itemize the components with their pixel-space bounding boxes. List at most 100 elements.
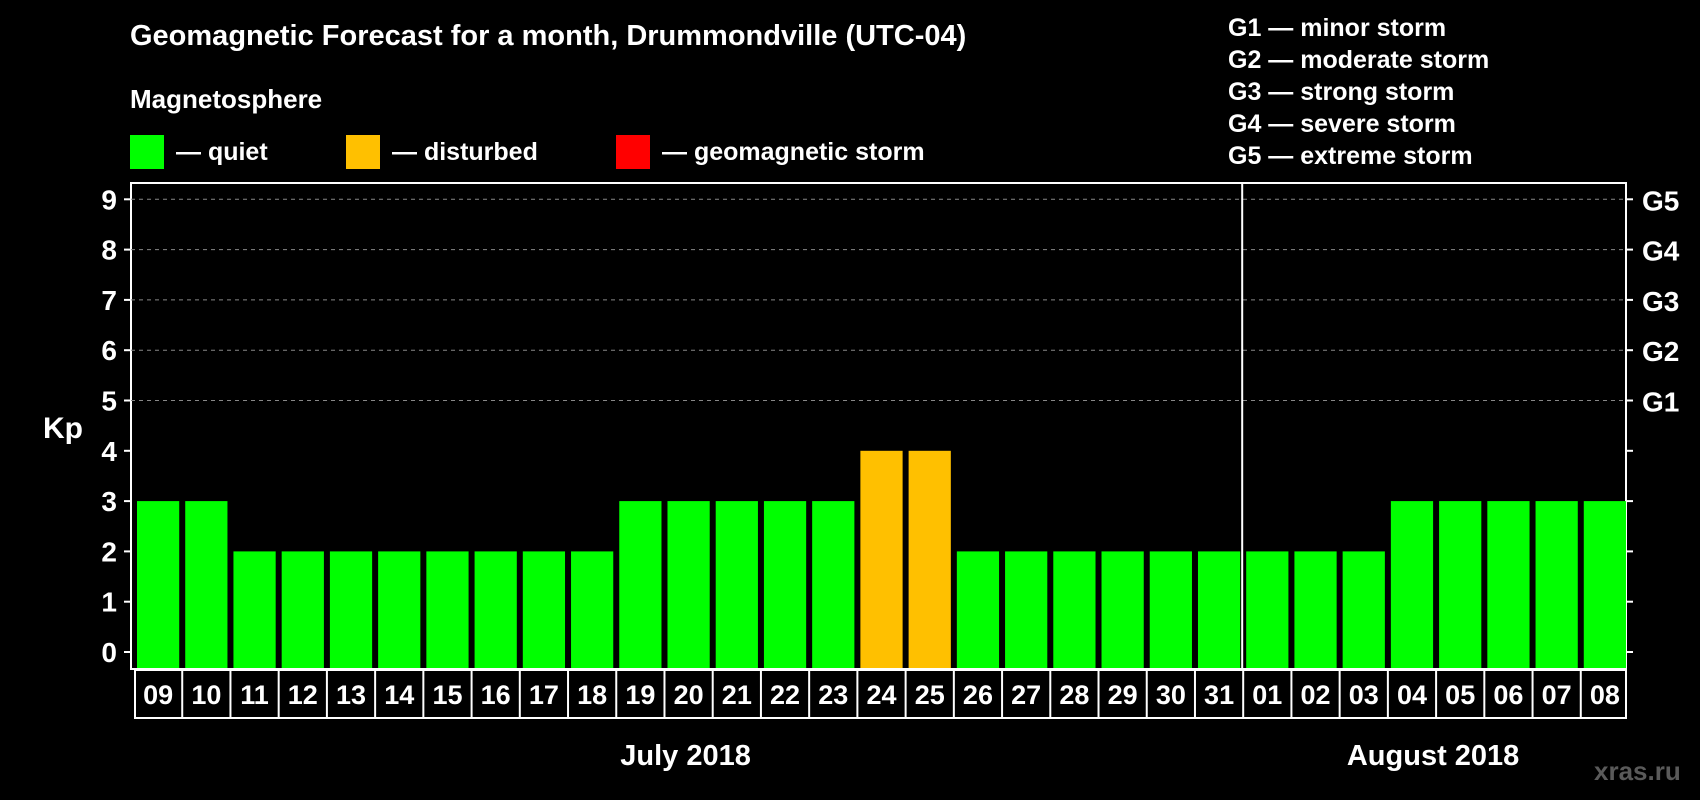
x-tick-label: 15	[432, 680, 462, 710]
x-tick-label: 05	[1445, 680, 1475, 710]
x-tick-label: 23	[818, 680, 848, 710]
legend-swatch-storm	[616, 135, 650, 169]
x-tick-label: 04	[1397, 680, 1427, 710]
y-tick-label: 6	[101, 335, 117, 366]
right-axis-label: G2	[1642, 336, 1679, 367]
legend-subtitle: Magnetosphere	[130, 84, 323, 114]
bar	[522, 551, 566, 668]
bar	[426, 551, 469, 668]
bar	[474, 551, 517, 668]
bar	[233, 551, 276, 668]
chart-title: Geomagnetic Forecast for a month, Drummo…	[130, 20, 967, 52]
y-tick-label: 7	[101, 285, 117, 316]
bar	[1342, 551, 1385, 668]
bar	[763, 501, 807, 668]
legend-item-disturbed: — disturbed	[346, 134, 538, 170]
x-tick-label: 13	[336, 680, 366, 710]
y-axis-label: Kp	[43, 412, 83, 445]
bar	[1390, 501, 1434, 668]
bar	[571, 551, 614, 668]
bar	[1294, 551, 1337, 668]
x-tick-label: 01	[1252, 680, 1282, 710]
x-tick-label: 20	[674, 680, 704, 710]
x-tick-label: 03	[1349, 680, 1379, 710]
storm-scale-legend: G1 — minor storm G2 — moderate storm G3 …	[1228, 12, 1489, 172]
bar	[185, 501, 228, 668]
bar	[1101, 551, 1144, 668]
legend-label-storm: — geomagnetic storm	[662, 137, 925, 166]
bar	[1246, 551, 1289, 668]
y-tick-label: 1	[101, 587, 117, 618]
bar	[812, 501, 855, 668]
month-label: July 2018	[620, 740, 751, 772]
right-axis-label: G1	[1642, 387, 1679, 418]
storm-scale-g4: G4 — severe storm	[1228, 110, 1456, 138]
bar	[281, 551, 324, 668]
bar	[1439, 501, 1482, 668]
x-tick-label: 22	[770, 680, 800, 710]
bar	[715, 501, 758, 668]
right-axis-label: G5	[1642, 185, 1679, 216]
x-tick-label: 30	[1156, 680, 1186, 710]
x-tick-label: 26	[963, 680, 993, 710]
y-tick-label: 9	[101, 184, 117, 215]
right-axis-label: G4	[1642, 236, 1680, 267]
y-tick-label: 2	[101, 536, 117, 567]
x-tick-label: 02	[1301, 680, 1331, 710]
bar	[1197, 551, 1241, 668]
x-tick-label: 14	[384, 680, 414, 710]
x-tick-label: 07	[1542, 680, 1572, 710]
bar	[956, 551, 1000, 668]
y-tick-label: 4	[101, 436, 117, 467]
bar	[1005, 551, 1048, 668]
x-tick-label: 21	[722, 680, 752, 710]
storm-scale-g3: G3 — strong storm	[1228, 78, 1455, 106]
x-tick-label: 25	[915, 680, 945, 710]
x-tick-label: 09	[143, 680, 173, 710]
x-tick-label: 17	[529, 680, 559, 710]
y-tick-label: 3	[101, 486, 117, 517]
bar	[860, 450, 903, 668]
x-tick-label: 11	[240, 680, 269, 710]
y-tick-label: 0	[101, 637, 117, 668]
bar	[667, 501, 710, 668]
x-tick-label: 19	[625, 680, 655, 710]
x-tick-label: 08	[1590, 680, 1620, 710]
bar	[1149, 551, 1192, 668]
legend-item-quiet: — quiet	[130, 134, 268, 170]
month-label: August 2018	[1347, 740, 1519, 772]
x-tick-label: 24	[866, 680, 896, 710]
x-tick-label: 06	[1493, 680, 1523, 710]
x-tick-label: 28	[1059, 680, 1089, 710]
date-axis-frame	[134, 669, 1627, 719]
legend-swatch-disturbed	[346, 135, 380, 169]
bar	[137, 501, 180, 668]
storm-scale-g5: G5 — extreme storm	[1228, 142, 1473, 170]
right-axis-label: G3	[1642, 286, 1679, 317]
watermark: xras.ru	[1594, 756, 1681, 786]
y-tick-label: 8	[101, 235, 117, 266]
storm-scale-g2: G2 — moderate storm	[1228, 46, 1490, 74]
x-tick-label: 29	[1108, 680, 1138, 710]
bar	[908, 450, 951, 668]
bar	[378, 551, 421, 668]
x-tick-label: 10	[191, 680, 221, 710]
x-tick-label: 16	[481, 680, 511, 710]
legend-swatch-quiet	[130, 135, 164, 169]
legend-label-disturbed: — disturbed	[392, 137, 538, 166]
bar	[1053, 551, 1096, 668]
legend-item-storm: — geomagnetic storm	[616, 134, 925, 170]
y-tick-label: 5	[101, 386, 117, 417]
x-tick-label: 31	[1204, 680, 1234, 710]
bar	[619, 501, 662, 668]
legend-label-quiet: — quiet	[176, 137, 268, 166]
storm-scale-g1: G1 — minor storm	[1228, 14, 1447, 42]
x-tick-label: 27	[1011, 680, 1041, 710]
bar	[329, 551, 373, 668]
bar	[1535, 501, 1578, 668]
bar	[1583, 501, 1626, 668]
bar	[1487, 501, 1530, 668]
x-tick-label: 12	[288, 680, 318, 710]
x-tick-label: 18	[577, 680, 607, 710]
